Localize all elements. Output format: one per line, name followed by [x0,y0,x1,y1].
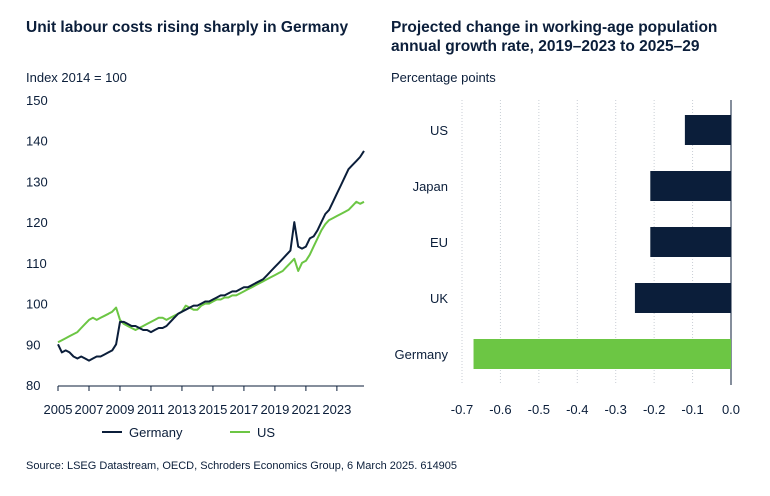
x-tick-label: -0.6 [489,402,511,417]
y-tick-label: 120 [26,215,48,230]
y-tick-label: 110 [26,256,47,271]
x-tick-label: 2023 [322,402,351,417]
x-tick-label: 2021 [291,402,320,417]
bar-germany [473,339,731,369]
category-label: Germany [395,347,449,362]
category-label: Japan [413,179,448,194]
y-tick-label: 90 [26,337,40,352]
y-tick-label: 150 [26,93,48,108]
x-tick-label: 2005 [44,402,73,417]
y-tick-label: 130 [26,174,48,189]
bar-japan [650,171,731,201]
x-tick-label: -0.4 [566,402,588,417]
x-tick-label: 2007 [75,402,104,417]
line-chart-y-unit-label: Index 2014 = 100 [26,70,127,85]
bar-chart-title: Projected change in working-age populati… [391,19,718,55]
source-note: Source: LSEG Datastream, OECD, Schroders… [26,460,458,472]
x-tick-label: 2009 [106,402,135,417]
x-tick-label: -0.2 [643,402,665,417]
x-tick-label: -0.3 [605,402,627,417]
x-tick-label: 0.0 [722,402,740,417]
x-tick-label: 2013 [167,402,196,417]
x-tick-label: 2011 [137,402,165,417]
x-tick-label: 2019 [260,402,289,417]
legend-label-us: US [257,425,275,440]
category-label: UK [430,291,448,306]
category-label: EU [430,235,448,250]
y-tick-label: 80 [26,378,40,393]
series-line-germany [57,150,365,362]
bar-us [684,115,731,145]
x-tick-label: -0.7 [451,402,473,417]
bar-eu [650,227,731,257]
y-tick-label: 140 [26,134,48,149]
bar-chart: -0.7 -0.6 -0.5 -0.4 -0.3 -0.2 -0.1 0.0 US Japan EU… [395,100,740,417]
y-tick-label: 100 [26,297,48,312]
category-label: US [430,123,448,138]
x-tick-label: -0.5 [528,402,550,417]
x-tick-label: 2017 [229,402,258,417]
x-tick-label: -0.1 [681,402,703,417]
series-line-us [57,200,365,344]
line-chart-title: Unit labour costs rising sharply in Germ… [26,19,349,36]
legend-label-germany: Germany [129,425,183,440]
x-tick-label: 2015 [198,402,227,417]
bar-uk [634,283,731,313]
bar-chart-x-unit-label: Percentage points [391,70,496,85]
